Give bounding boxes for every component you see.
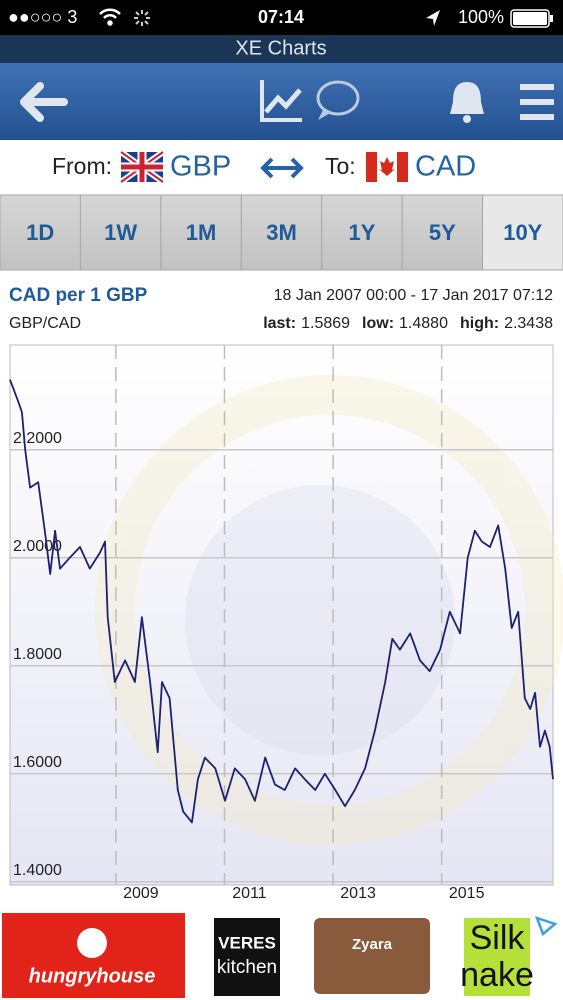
x-tick-label: 2013 <box>340 885 376 902</box>
status-bar <box>0 0 563 35</box>
range-tabs: 1D 1W 1M 3M 1Y 5Y 10Y <box>0 194 563 271</box>
from-currency[interactable]: GBP <box>170 151 231 183</box>
title-bar <box>0 35 563 63</box>
alert-button[interactable] <box>450 82 484 123</box>
ad-logo <box>77 928 107 958</box>
battery-icon <box>510 9 553 28</box>
ad-veres[interactable] <box>214 918 280 996</box>
tab-label[interactable]: 3M <box>266 220 297 245</box>
ad-text: Zyara <box>352 936 393 953</box>
tab[interactable] <box>0 194 81 271</box>
location-icon <box>426 10 440 26</box>
tab[interactable] <box>482 194 563 271</box>
activity-icon <box>134 10 150 26</box>
stats: 2.3438 high: 1.4880 low: 1.5869 last: <box>263 315 553 332</box>
wifi-icon <box>99 8 121 26</box>
tab-label[interactable]: 1W <box>104 220 137 245</box>
ad-text: VERES <box>218 933 276 952</box>
tab[interactable] <box>401 194 484 271</box>
tab-label[interactable]: 10Y <box>503 220 542 245</box>
tab-label[interactable]: 1D <box>26 220 54 245</box>
to-currency[interactable]: CAD <box>415 151 476 183</box>
app-title: XE Charts <box>235 37 326 59</box>
chart-button[interactable] <box>260 80 302 122</box>
to-label: To: <box>325 153 356 179</box>
y-tick-label: 2.0000 <box>13 538 62 555</box>
stat-value: 2.3438 <box>504 315 553 332</box>
date-range: 18 Jan 2007 00:00 - 17 Jan 2017 07:12 <box>274 287 553 304</box>
x-tick-label: 2015 <box>449 885 485 902</box>
watermark <box>95 375 563 845</box>
tab-label[interactable]: 1M <box>186 220 217 245</box>
ad-text: Silk <box>470 919 526 957</box>
carrier: ●●○○○ 3 <box>8 7 77 27</box>
x-tick-label: 2011 <box>232 885 267 902</box>
battery-text: 100% <box>458 7 504 27</box>
stat-label: high: <box>460 315 499 332</box>
y-tick-label: 1.4000 <box>13 862 62 879</box>
clock: 07:14 <box>258 7 304 27</box>
ad-choices[interactable] <box>534 915 558 937</box>
back-button[interactable] <box>20 82 68 122</box>
y-tick-label: 2.2000 <box>13 430 62 447</box>
y-tick-label: 1.6000 <box>13 754 62 771</box>
from-label: From: <box>52 153 112 179</box>
stat-label: last: <box>263 315 296 332</box>
ad-silk[interactable] <box>464 918 530 996</box>
tab-label[interactable]: 1Y <box>348 220 375 245</box>
stat-value: 1.4880 <box>399 315 448 332</box>
tab[interactable] <box>160 194 242 271</box>
rate-line <box>9 379 554 824</box>
menu-button[interactable] <box>520 84 554 120</box>
chat-button[interactable] <box>316 80 360 120</box>
y-tick-label: 1.8000 <box>13 646 62 663</box>
swap-button[interactable] <box>260 157 304 179</box>
x-tick-label: 2009 <box>123 885 159 902</box>
ad-text: nake <box>460 956 534 994</box>
pair-label: GBP/CAD <box>9 315 81 332</box>
chart-title: CAD per 1 GBP <box>9 285 148 306</box>
uk-flag[interactable] <box>119 149 165 185</box>
tab-label[interactable]: 5Y <box>429 220 456 245</box>
canada-flag[interactable] <box>366 152 408 182</box>
tab[interactable] <box>321 194 403 271</box>
line-chart: 1.4000 1.6000 1.8000 2.0000 2.2000 2009 2011 20… <box>9 345 554 902</box>
stat-label: low: <box>362 315 394 332</box>
ad-zyara[interactable] <box>314 918 430 994</box>
ad-text: hungryhouse <box>29 965 156 987</box>
stat-value: 1.5869 <box>301 315 350 332</box>
ad-text: kitchen <box>217 957 277 978</box>
